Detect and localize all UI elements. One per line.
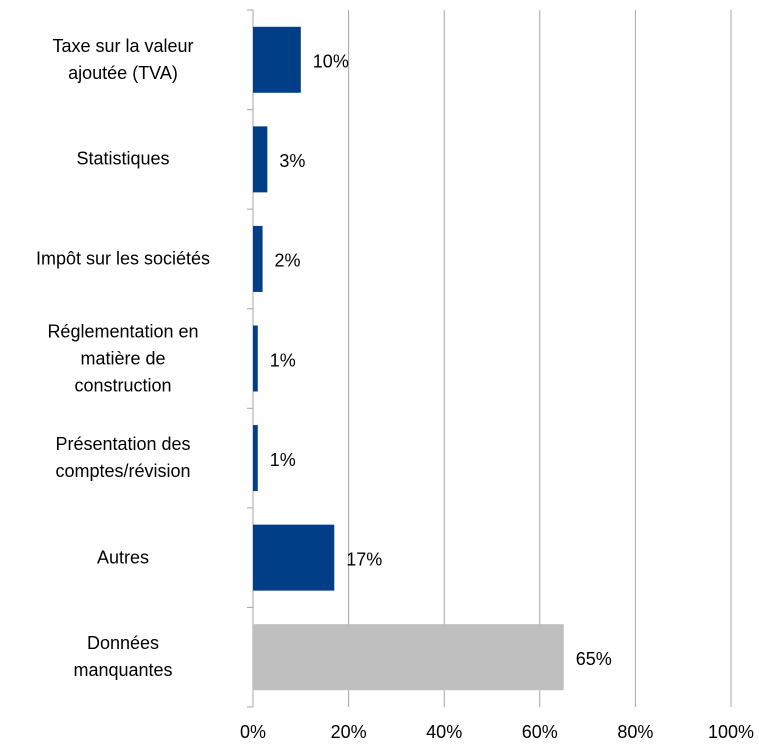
bar	[253, 225, 263, 292]
bar	[253, 425, 258, 492]
value-label: 10%	[313, 52, 349, 72]
y-tick-label: Impôt sur les sociétés	[35, 248, 211, 269]
x-tick-label: 60%	[522, 722, 558, 742]
bar	[253, 126, 268, 193]
y-tick-label: Présentation des comptes/révision	[55, 434, 191, 482]
x-tick-label: 40%	[426, 722, 462, 742]
bar	[253, 624, 564, 691]
x-tick-label: 80%	[617, 722, 653, 742]
value-label: 1%	[270, 450, 296, 470]
value-label: 3%	[279, 151, 305, 171]
y-tick-label: Taxe sur la valeur ajoutée (TVA)	[52, 35, 194, 83]
value-label: 1%	[270, 350, 296, 370]
bar	[253, 524, 335, 591]
y-tick-label: Statistiques	[76, 148, 170, 169]
value-label: 2%	[275, 251, 301, 271]
y-tick-label: Autres	[96, 547, 150, 568]
bar	[253, 26, 301, 93]
y-tick-label: Réglementation en matière de constructio…	[47, 321, 199, 395]
x-tick-label: 20%	[331, 722, 367, 742]
x-tick-label: 100%	[708, 722, 754, 742]
y-tick-label: Données manquantes	[73, 633, 173, 681]
x-tick-label: 0%	[240, 722, 266, 742]
value-label: 65%	[576, 649, 612, 669]
bar	[253, 325, 258, 392]
value-label: 17%	[346, 549, 382, 569]
